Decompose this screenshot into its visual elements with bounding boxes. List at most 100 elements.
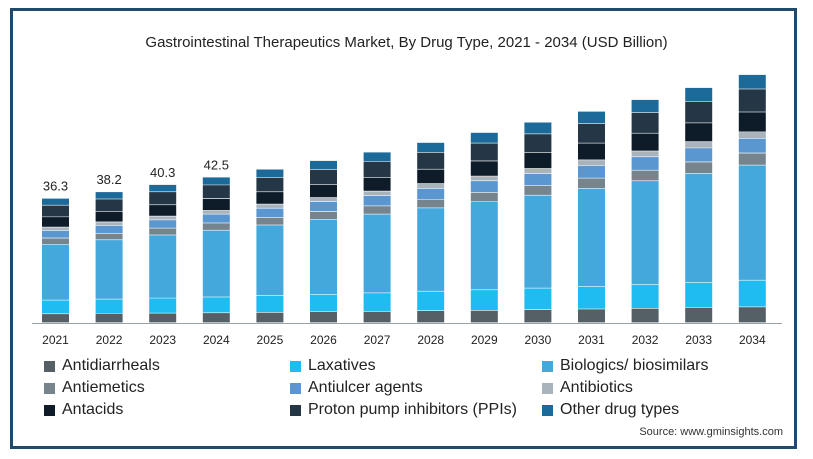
bar-segment-laxatives-2032: [631, 284, 659, 308]
legend-label: Antiulcer agents: [308, 379, 423, 396]
bar-segment-antidiarrheals-2028: [417, 311, 445, 323]
bar-segment-proton-pump-inhibitors-ppis-2021: [42, 205, 69, 217]
bar-segment-other-drug-types-2025: [256, 169, 284, 178]
bar-segment-antibiotics-2022: [95, 222, 123, 226]
bar-segment-antiulcer-agents-2029: [470, 181, 498, 193]
bar-segment-proton-pump-inhibitors-ppis-2022: [95, 199, 123, 211]
bar-segment-biologics-biosimilars-2033: [685, 173, 713, 282]
bar-segment-other-drug-types-2022: [95, 192, 123, 199]
bar-segment-other-drug-types-2023: [149, 184, 177, 192]
x-tick-label-2034: 2034: [739, 333, 766, 347]
chart-frame: [10, 8, 797, 449]
bar-segment-antibiotics-2024: [202, 210, 230, 214]
bar-segment-antidiarrheals-2033: [685, 307, 713, 323]
bar-segment-laxatives-2025: [256, 295, 284, 313]
legend-swatch: [290, 360, 301, 372]
bar-segment-biologics-biosimilars-2031: [578, 188, 605, 287]
bar-segment-antidiarrheals-2032: [631, 308, 659, 323]
bar-segment-antiulcer-agents-2025: [256, 208, 284, 218]
bar-segment-biologics-biosimilars-2032: [631, 181, 659, 284]
bar-segment-laxatives-2027: [363, 293, 391, 312]
bar-segment-biologics-biosimilars-2029: [470, 202, 498, 290]
bar-segment-biologics-biosimilars-2023: [149, 235, 177, 298]
x-tick-label-2026: 2026: [310, 333, 337, 347]
bar-segment-antibiotics-2032: [631, 151, 659, 157]
bar-segment-laxatives-2028: [417, 291, 445, 311]
bar-segment-antibiotics-2023: [149, 216, 177, 220]
bar-segment-other-drug-types-2027: [363, 152, 391, 162]
x-tick-label-2029: 2029: [471, 333, 498, 347]
bar-segment-antidiarrheals-2025: [256, 312, 284, 323]
bar-segment-antacids-2023: [149, 205, 177, 216]
bar-segment-laxatives-2024: [202, 297, 230, 313]
bar-segment-antidiarrheals-2027: [363, 311, 391, 323]
bar-segment-antidiarrheals-2031: [578, 309, 605, 323]
bar-segment-proton-pump-inhibitors-ppis-2028: [417, 152, 445, 169]
bar-segment-antiulcer-agents-2034: [738, 138, 766, 153]
bar-segment-proton-pump-inhibitors-ppis-2023: [149, 192, 177, 205]
x-tick-label-2028: 2028: [417, 333, 444, 347]
bar-segment-antiemetics-2026: [310, 212, 337, 220]
bar-segment-antidiarrheals-2034: [738, 307, 766, 323]
legend-swatch: [44, 360, 55, 372]
bar-segment-antidiarrheals-2022: [95, 313, 123, 323]
bar-segment-proton-pump-inhibitors-ppis-2024: [202, 185, 230, 199]
bar-segment-antiulcer-agents-2022: [95, 225, 123, 233]
bar-segment-antiemetics-2023: [149, 228, 177, 235]
bar-segment-antacids-2022: [95, 211, 123, 222]
x-tick-label-2022: 2022: [96, 333, 123, 347]
chart-legend: Antidiarrheals Laxatives Biologics/ biosim…: [44, 357, 784, 427]
bar-segment-laxatives-2021: [42, 300, 69, 314]
bar-segment-antiemetics-2024: [202, 223, 230, 230]
bar-segment-laxatives-2031: [578, 286, 605, 309]
bar-segment-antidiarrheals-2029: [470, 310, 498, 323]
bar-segment-antacids-2025: [256, 192, 284, 204]
bar-segment-other-drug-types-2032: [631, 99, 659, 113]
bar-segment-antibiotics-2027: [363, 191, 391, 196]
legend-item-other-drug-types: Other drug types: [542, 401, 679, 419]
bar-segment-antidiarrheals-2023: [149, 313, 177, 323]
legend-swatch: [290, 382, 301, 394]
bar-segment-laxatives-2023: [149, 298, 177, 313]
bar-segment-proton-pump-inhibitors-ppis-2034: [738, 89, 766, 112]
bar-segment-antiemetics-2030: [524, 185, 552, 195]
legend-item-antiemetics: Antiemetics: [44, 379, 145, 397]
bar-segment-other-drug-types-2021: [42, 198, 69, 205]
x-tick-label-2033: 2033: [685, 333, 712, 347]
bar-segment-antibiotics-2025: [256, 204, 284, 208]
bar-segment-antiemetics-2022: [95, 233, 123, 240]
legend-swatch: [290, 404, 301, 416]
source-note: Source: www.gminsights.com: [639, 426, 783, 438]
bar-segment-antidiarrheals-2021: [42, 314, 69, 323]
legend-swatch: [542, 360, 553, 372]
legend-label: Biologics/ biosimilars: [560, 357, 709, 374]
bar-segment-antiemetics-2029: [470, 192, 498, 202]
bar-segment-other-drug-types-2029: [470, 132, 498, 143]
legend-label: Antibiotics: [560, 379, 633, 396]
legend-item-antibiotics: Antibiotics: [542, 379, 633, 397]
bar-segment-antiemetics-2034: [738, 153, 766, 165]
bar-segment-antacids-2034: [738, 112, 766, 132]
total-label-2024: 42.5: [204, 157, 229, 172]
bar-segment-antidiarrheals-2030: [524, 310, 552, 323]
bar-segment-proton-pump-inhibitors-ppis-2030: [524, 134, 552, 153]
bar-segment-other-drug-types-2026: [310, 160, 337, 170]
x-tick-label-2024: 2024: [203, 333, 230, 347]
bar-segment-laxatives-2034: [738, 280, 766, 307]
bar-segment-biologics-biosimilars-2028: [417, 208, 445, 291]
bar-segment-antibiotics-2030: [524, 168, 552, 174]
bar-segment-antiulcer-agents-2030: [524, 173, 552, 186]
bar-segment-laxatives-2022: [95, 299, 123, 314]
bar-segment-antacids-2031: [578, 143, 605, 160]
bar-segment-antibiotics-2033: [685, 142, 713, 148]
bar-segment-proton-pump-inhibitors-ppis-2033: [685, 101, 713, 123]
bar-segment-antibiotics-2029: [470, 176, 498, 181]
bar-segment-biologics-biosimilars-2021: [42, 244, 69, 300]
bar-segment-antiulcer-agents-2032: [631, 157, 659, 170]
bar-segment-laxatives-2030: [524, 288, 552, 310]
bar-segment-biologics-biosimilars-2025: [256, 225, 284, 296]
bar-segment-antibiotics-2021: [42, 227, 69, 231]
x-tick-label-2032: 2032: [632, 333, 659, 347]
bar-segment-biologics-biosimilars-2030: [524, 195, 552, 288]
bar-segment-antiulcer-agents-2031: [578, 165, 605, 178]
